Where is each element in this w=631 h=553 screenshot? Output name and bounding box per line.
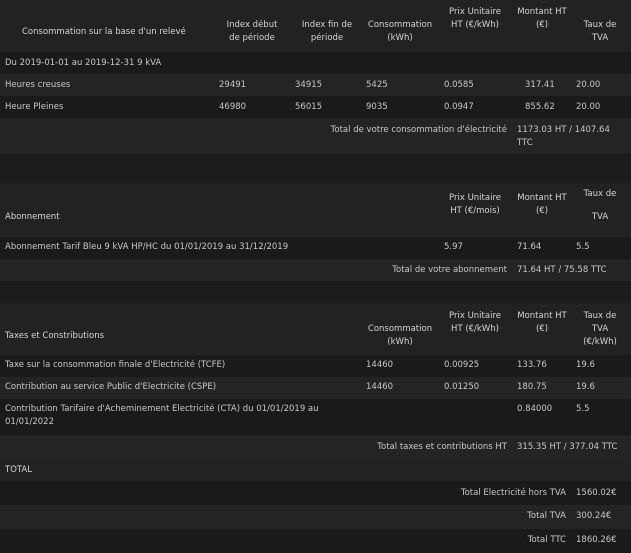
header-taux-tva-line1: Taux de	[583, 189, 617, 199]
row-label: Contribution au service Public d'Electri…	[5, 382, 217, 392]
header-consommation: Consommation (kWh)	[367, 20, 433, 43]
subscription-header-row: Abonnement Prix Unitaire HT (€/mois) Mon…	[0, 183, 631, 237]
row-tva: 20.00	[576, 102, 601, 112]
row-montant: 133.76	[517, 360, 547, 370]
consumption-header-row: Consommation sur la base d'un relevé Ind…	[0, 0, 631, 52]
header-taux-tva: Taux de TVA (€/kWh)	[583, 311, 617, 347]
row-tva: 5.5	[576, 242, 590, 252]
total-tva-label: Total TVA	[527, 511, 566, 521]
row-index-debut: 46980	[219, 102, 247, 112]
table-row: Abonnement Tarif Bleu 9 kVA HP/HC du 01/…	[0, 237, 631, 259]
table-row: Heure Pleines 46980 56015 9035 0.0947 85…	[0, 96, 631, 118]
row-tva: 19.6	[576, 360, 595, 370]
row-label: Heure Pleines	[5, 102, 64, 112]
header-montant: Montant HT (€)	[517, 311, 567, 334]
table-row: Heures creuses 29491 34915 5425 0.0585 3…	[0, 74, 631, 96]
consumption-total-value: 1173.03 HT / 1407.64 TTC	[517, 125, 610, 148]
row-consommation: 9035	[366, 102, 388, 112]
row-prix: 5.97	[444, 242, 463, 252]
row-prix: 0.0585	[444, 80, 474, 90]
total-ttc-value: 1860.26€	[576, 535, 617, 545]
row-index-fin: 56015	[295, 102, 323, 112]
row-index-fin: 34915	[295, 80, 323, 90]
row-consommation: 14460	[366, 382, 394, 392]
subscription-total-row: Total de votre abonnement 71.64 HT / 75.…	[0, 259, 631, 281]
header-taux-tva-line2: TVA	[591, 212, 609, 222]
subscription-total-value: 71.64 HT / 75.58 TTC	[517, 265, 607, 275]
total-title: TOTAL	[5, 465, 32, 475]
header-prix-unitaire: Prix Unitaire HT (€/mois)	[449, 193, 501, 216]
subscription-header-label: Abonnement	[5, 212, 60, 222]
row-label: Heures creuses	[5, 80, 71, 90]
period-row: Du 2019-01-01 au 2019-12-31 9 kVA	[0, 52, 631, 74]
row-montant: 180.75	[517, 382, 547, 392]
taxes-total-row: Total taxes et contributions HT 315.35 H…	[0, 435, 631, 459]
consumption-total-label: Total de votre consommation d'électricit…	[330, 125, 507, 135]
table-row: Contribution au service Public d'Electri…	[0, 377, 631, 399]
row-consommation: 5425	[366, 80, 388, 90]
row-montant: 317.41	[525, 80, 555, 90]
row-tva: 19.6	[576, 382, 595, 392]
consumption-header-label: Consommation sur la base d'un relevé	[22, 27, 186, 37]
total-tva-value: 300.24€	[576, 511, 612, 521]
row-prix: 0.00925	[444, 360, 480, 370]
header-taux-tva: Taux de TVA	[583, 20, 617, 43]
row-montant: 0.84000	[517, 404, 553, 414]
consumption-total-row: Total de votre consommation d'électricit…	[0, 118, 631, 154]
header-prix-unitaire: Prix Unitaire HT (€/kWh)	[449, 7, 501, 30]
total-ttc-label: Total TTC	[527, 535, 566, 545]
total-line: Total TVA 300.24€	[0, 505, 631, 529]
total-header-row: TOTAL	[0, 459, 631, 481]
row-montant: 71.64	[517, 242, 542, 252]
taxes-header-row: Taxes et Constributions Consommation (kW…	[0, 303, 631, 355]
row-prix: 0.01250	[444, 382, 480, 392]
header-index-fin: Index fin de période	[301, 20, 353, 43]
taxes-header-label: Taxes et Constributions	[5, 331, 105, 341]
table-row: Taxe sur la consommation finale d'Electr…	[0, 355, 631, 377]
header-index-debut: Index début de période	[226, 20, 278, 43]
header-montant: Montant HT (€)	[517, 193, 567, 216]
period-label: Du 2019-01-01 au 2019-12-31 9 kVA	[5, 58, 162, 68]
subscription-total-label: Total de votre abonnement	[392, 265, 507, 275]
row-tva: 5.5	[576, 404, 590, 414]
row-tva: 20.00	[576, 80, 601, 90]
row-consommation: 14460	[366, 360, 394, 370]
total-ht-value: 1560.02€	[576, 488, 617, 498]
taxes-total-label: Total taxes et contributions HT	[377, 442, 507, 452]
table-row: Contribution Tarifaire d'Acheminement El…	[0, 399, 631, 435]
row-montant: 855.62	[525, 102, 555, 112]
row-label: Abonnement Tarif Bleu 9 kVA HP/HC du 01/…	[5, 242, 289, 252]
header-consommation: Consommation (kWh)	[367, 324, 433, 347]
row-index-debut: 29491	[219, 80, 247, 90]
row-label: Taxe sur la consommation finale d'Electr…	[5, 360, 226, 370]
total-line: Total Electricité hors TVA 1560.02€	[0, 481, 631, 505]
row-label: Contribution Tarifaire d'Acheminement El…	[5, 404, 319, 427]
total-ht-label: Total Electricité hors TVA	[460, 488, 566, 498]
row-prix: 0.0947	[444, 102, 474, 112]
header-montant: Montant HT (€)	[517, 7, 567, 30]
total-line: Total TTC 1860.26€	[0, 529, 631, 553]
header-prix-unitaire: Prix Unitaire HT (€/kWh)	[449, 311, 501, 334]
taxes-total-value: 315.35 HT / 377.04 TTC	[517, 442, 618, 452]
